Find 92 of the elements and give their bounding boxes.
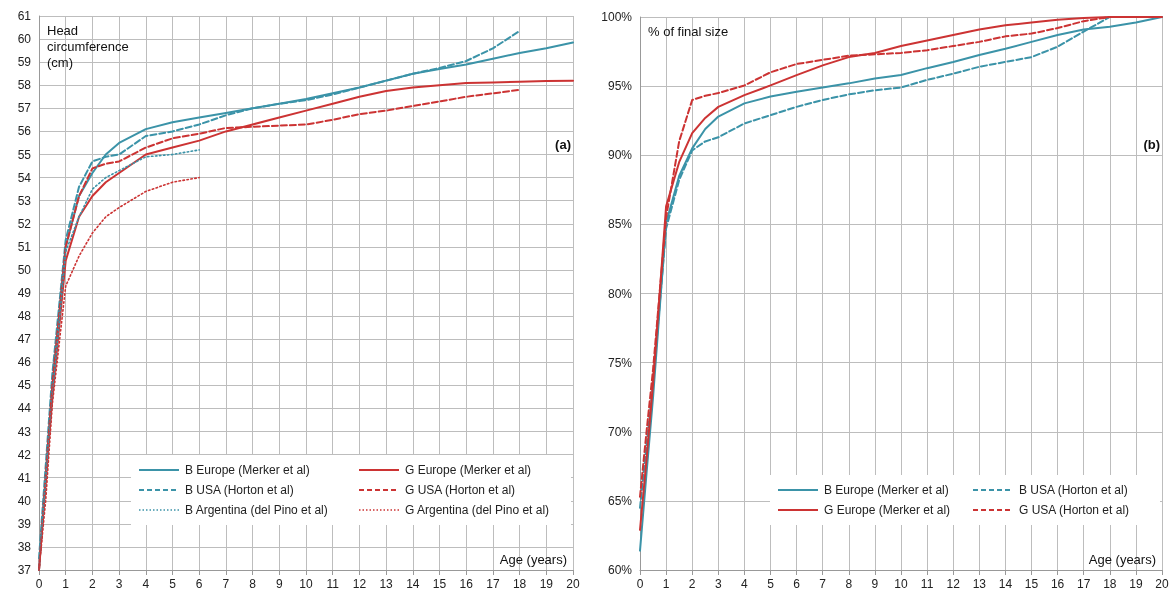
legend-label: B USA (Horton et al) (1019, 483, 1128, 497)
x-tick-label: 0 (35, 577, 43, 591)
legend-label: G USA (Horton et al) (405, 483, 516, 497)
y-tick-label: 43 (17, 424, 32, 439)
annotation: (b) (1143, 137, 1161, 152)
x-tick-label: 12 (352, 577, 367, 591)
x-tick-label: 12 (946, 577, 961, 591)
x-tick-label: 4 (741, 577, 749, 591)
y-tick-label: 45 (17, 378, 32, 393)
y-tick-label: 49 (17, 286, 32, 300)
legend-label: G USA (Horton et al) (1019, 503, 1130, 517)
y-tick-label: 47 (17, 332, 32, 347)
x-tick-label: 14 (998, 577, 1013, 591)
y-tick-label: 38 (17, 539, 32, 554)
x-tick-label: 2 (688, 577, 696, 591)
x-tick-label: 11 (920, 577, 934, 591)
x-tick-label: 19 (539, 577, 554, 591)
x-tick-label: 17 (1077, 577, 1091, 591)
x-tick-label: 18 (1103, 577, 1117, 591)
y-tick-label: 60% (607, 563, 633, 577)
legend-label: B Europe (Merker et al) (824, 483, 949, 497)
x-tick-label: 20 (1155, 577, 1169, 591)
x-tick-label: 5 (169, 577, 177, 591)
y-tick-label: 100% (601, 10, 633, 24)
legend-label: B Europe (Merker et al) (185, 463, 310, 477)
x-tick-label: 13 (379, 577, 394, 591)
legend-label: B Argentina (del Pino et al) (185, 503, 328, 517)
x-tick-label: 7 (819, 577, 827, 591)
x-tick-label: 1 (662, 577, 670, 591)
x-tick-label: 20 (566, 577, 580, 591)
x-tick-label: 10 (894, 577, 908, 591)
y-tick-label: 51 (17, 239, 32, 254)
x-tick-label: 2 (89, 577, 97, 591)
x-tick-label: 15 (432, 577, 447, 591)
y-tick-label: 46 (17, 355, 32, 370)
y-tick-label: 39 (17, 516, 32, 531)
y-tick-label: 40 (17, 493, 32, 508)
legend-label: G Argentina (del Pino et al) (405, 503, 550, 517)
x-tick-label: 11 (326, 577, 340, 591)
legend-label: B USA (Horton et al) (185, 483, 294, 497)
y-tick-label: 54 (17, 170, 32, 185)
x-tick-label: 9 (871, 577, 879, 591)
y-tick-label: 52 (17, 216, 32, 231)
y-tick-label: 59 (17, 55, 32, 70)
y-tick-label: 37 (17, 563, 32, 577)
x-tick-label: 19 (1129, 577, 1143, 591)
y-tick-label: 50 (17, 262, 32, 277)
x-tick-label: 16 (1050, 577, 1065, 591)
y-axis-title: Head circumference (cm) (47, 22, 133, 70)
x-axis-title: Age (years) (1088, 552, 1157, 567)
x-tick-label: 10 (299, 577, 313, 591)
x-tick-label: 14 (406, 577, 420, 591)
x-tick-label: 3 (115, 577, 123, 591)
y-tick-label: 95% (607, 79, 633, 94)
x-tick-label: 1 (62, 577, 70, 591)
legend-label: G Europe (Merker et al) (824, 503, 951, 517)
y-tick-label: 41 (17, 470, 32, 485)
y-tick-label: 70% (607, 424, 633, 439)
y-tick-label: 53 (17, 193, 32, 208)
x-tick-label: 18 (512, 577, 527, 591)
y-axis-title: % of final size (648, 23, 729, 39)
x-tick-label: 16 (459, 577, 474, 591)
annotation: (a) (555, 137, 571, 152)
y-tick-label: 42 (17, 447, 32, 462)
y-tick-label: 56 (17, 124, 32, 139)
x-tick-label: 17 (486, 577, 500, 591)
y-tick-label: 80% (607, 286, 633, 301)
x-tick-label: 3 (714, 577, 722, 591)
x-tick-label: 13 (972, 577, 987, 591)
x-tick-label: 8 (249, 577, 257, 591)
x-tick-label: 4 (142, 577, 150, 591)
y-tick-label: 65% (607, 493, 633, 508)
y-tick-label: 57 (17, 101, 32, 116)
x-tick-label: 7 (222, 577, 230, 591)
x-tick-label: 0 (636, 577, 644, 591)
x-tick-label: 9 (275, 577, 283, 591)
x-tick-label: 6 (793, 577, 801, 591)
x-tick-label: 15 (1024, 577, 1039, 591)
y-tick-label: 58 (17, 78, 32, 93)
y-tick-label: 85% (607, 217, 633, 232)
x-tick-label: 6 (195, 577, 203, 591)
x-axis-title: Age (years) (499, 552, 568, 567)
y-tick-label: 90% (607, 148, 633, 163)
x-tick-label: 8 (845, 577, 853, 591)
y-tick-label: 75% (607, 355, 633, 370)
legend-label: G Europe (Merker et al) (405, 463, 532, 477)
y-tick-label: 60 (17, 32, 32, 47)
x-tick-label: 5 (767, 577, 775, 591)
y-tick-label: 61 (17, 9, 32, 23)
y-tick-label: 44 (17, 401, 32, 416)
y-tick-label: 48 (17, 309, 32, 324)
y-tick-label: 55 (17, 147, 32, 162)
